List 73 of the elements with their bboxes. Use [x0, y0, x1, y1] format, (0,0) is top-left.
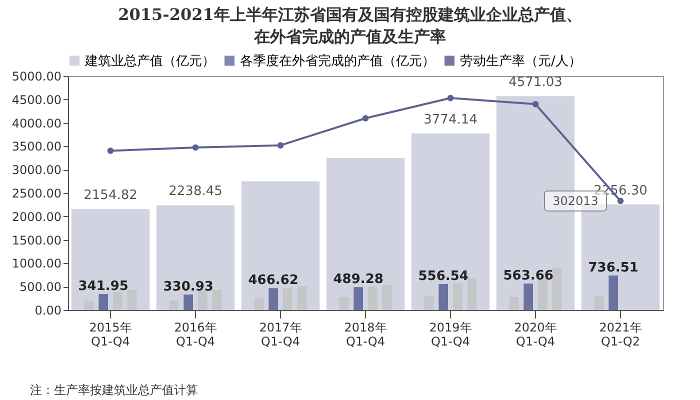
y-tick-label: 4000.00: [12, 116, 62, 130]
data-label: 341.95: [78, 278, 128, 294]
data-label: 563.66: [503, 268, 554, 284]
data-label: 330.93: [163, 280, 214, 295]
point: [532, 101, 539, 108]
bar: [184, 294, 193, 310]
y-tick-label: 1000.00: [12, 256, 62, 271]
bar: [453, 283, 462, 310]
data-label: 489.28: [333, 272, 384, 288]
bar: [71, 209, 150, 310]
data-label: 4571.03: [508, 75, 562, 90]
bar: [368, 286, 378, 310]
y-tick-label: 3500.00: [12, 140, 62, 154]
bar: [212, 290, 222, 310]
y-tick-label: 0.00: [34, 304, 62, 318]
bar: [84, 300, 94, 310]
point: [107, 148, 114, 154]
data-label: 466.62: [248, 273, 298, 288]
bar: [594, 296, 604, 310]
bar: [98, 294, 108, 310]
x-tick-label: 2017年 Q1-Q4: [259, 320, 302, 348]
x-tick-label: 2016年 Q1-Q4: [174, 320, 217, 348]
point: [617, 198, 624, 204]
bar: [608, 276, 618, 310]
y-tick-label: 2000.00: [12, 210, 62, 224]
data-label: 2238.45: [168, 184, 222, 200]
point: [277, 142, 284, 148]
bar: [113, 292, 122, 310]
y-tick-label: 2500.00: [12, 186, 62, 200]
bar: [283, 288, 292, 310]
bar: [156, 205, 235, 310]
legend-label: 建筑业总产值（亿元）: [84, 54, 215, 69]
bar: [169, 300, 179, 310]
y-tick-label: 4500.00: [12, 92, 62, 107]
y-tick-label: 1500.00: [12, 233, 62, 248]
bar: [411, 133, 490, 310]
bar: [424, 296, 434, 310]
data-label: 2154.82: [84, 188, 138, 204]
text: 注：生产率按建筑业总产值计算: [30, 382, 198, 399]
point: [362, 115, 369, 122]
bar: [198, 291, 208, 310]
bar: [241, 181, 320, 310]
bar: [127, 290, 137, 310]
bar: [524, 284, 533, 310]
bar: [552, 268, 562, 310]
y-tick-label: 3000.00: [12, 163, 62, 178]
bar: [297, 286, 307, 310]
bar: [339, 296, 349, 310]
bar: [354, 287, 363, 310]
x-tick-label: 2019年 Q1-Q4: [429, 320, 472, 348]
bar: [382, 285, 392, 310]
x-tick-label: 2015年 Q1-Q4: [89, 320, 132, 348]
data-label: 736.51: [588, 260, 638, 276]
bar: [268, 288, 278, 310]
chart-title: 2015-2021年上半年江苏省国有及国有控股建筑业企业总产值、在外省完成的产值及生产率: [117, 4, 583, 48]
x-tick-label: 2021年 Q1-Q2: [599, 320, 642, 348]
bar: [254, 298, 264, 310]
y-tick-label: 500.00: [20, 280, 62, 294]
bar: [581, 204, 660, 310]
x-tick-label: 2020年 Q1-Q4: [514, 320, 557, 348]
bar: [326, 158, 405, 310]
bar: [438, 284, 448, 310]
data-label: 3774.14: [424, 112, 478, 128]
point: [447, 94, 454, 102]
bar: [509, 296, 519, 310]
legend-label: 劳动生产率（元/人）: [460, 52, 582, 69]
data-label: 302013: [552, 194, 598, 208]
legend-label: 各季度在外省完成的产值（亿元）: [240, 52, 435, 69]
bar: [467, 278, 477, 310]
point: [192, 144, 199, 151]
data-label: 556.54: [418, 268, 468, 284]
x-tick-label: 2018年 Q1-Q4: [344, 320, 387, 348]
y-tick-label: 5000.00: [12, 70, 62, 84]
